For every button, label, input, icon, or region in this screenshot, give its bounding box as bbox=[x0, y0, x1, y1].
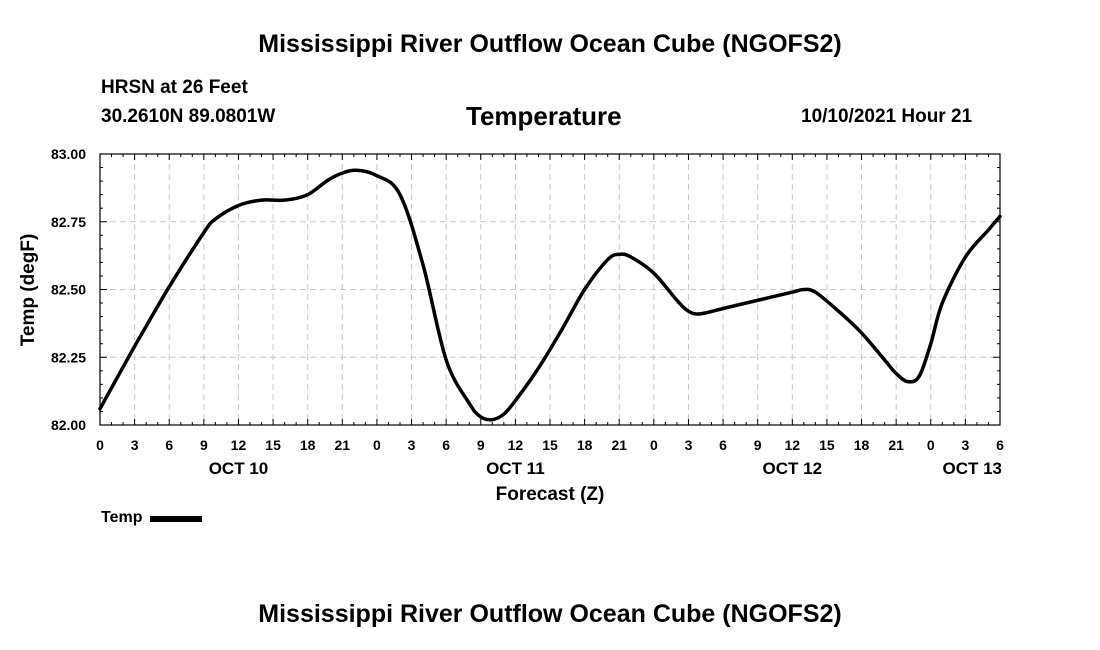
forecast-datetime: 10/10/2021 Hour 21 bbox=[801, 106, 973, 127]
x-tick-label: 9 bbox=[754, 437, 762, 453]
y-tick-label: 82.50 bbox=[51, 282, 86, 298]
x-tick-label: 0 bbox=[927, 437, 935, 453]
x-tick-label: 9 bbox=[477, 437, 485, 453]
x-tick-label: 21 bbox=[611, 437, 627, 453]
x-tick-label: 6 bbox=[165, 437, 173, 453]
x-tick-label: 12 bbox=[785, 437, 801, 453]
y-tick-label: 83.00 bbox=[51, 146, 86, 162]
y-tick-label: 82.00 bbox=[51, 417, 86, 433]
station-label: HRSN at 26 Feet bbox=[101, 77, 248, 98]
date-label: OCT 10 bbox=[209, 459, 269, 478]
x-tick-label: 0 bbox=[650, 437, 658, 453]
date-label: OCT 12 bbox=[763, 459, 823, 478]
x-tick-label: 3 bbox=[408, 437, 416, 453]
footer-title: Mississippi River Outflow Ocean Cube (NG… bbox=[258, 600, 842, 628]
x-tick-label: 3 bbox=[131, 437, 139, 453]
x-axis-title: Forecast (Z) bbox=[496, 484, 605, 505]
y-axis-title: Temp (degF) bbox=[18, 234, 39, 347]
x-tick-label: 6 bbox=[442, 437, 450, 453]
x-tick-label: 21 bbox=[335, 437, 351, 453]
series bbox=[98, 168, 1002, 422]
x-tick-label: 18 bbox=[300, 437, 316, 453]
date-label: OCT 13 bbox=[942, 459, 1002, 478]
x-tick-label: 9 bbox=[200, 437, 208, 453]
chart-title: Mississippi River Outflow Ocean Cube (NG… bbox=[258, 30, 842, 58]
legend: Temp bbox=[101, 509, 203, 527]
x-tick-label: 0 bbox=[96, 437, 104, 453]
grid bbox=[100, 154, 1000, 425]
tick-labels: 82.00 82.25 82.50 82.75 83.00 0 3 6 9 12 15 18 21 0 3 6… bbox=[51, 146, 1004, 478]
x-tick-label: 18 bbox=[577, 437, 593, 453]
date-label: OCT 11 bbox=[486, 459, 545, 478]
parameter-label: Temperature bbox=[466, 101, 622, 131]
x-tick-label: 6 bbox=[996, 437, 1004, 453]
x-tick-label: 21 bbox=[888, 437, 904, 453]
x-tick-label: 12 bbox=[508, 437, 524, 453]
x-tick-label: 3 bbox=[685, 437, 693, 453]
legend-swatch bbox=[150, 516, 203, 522]
axes bbox=[99, 153, 1001, 426]
x-tick-label: 12 bbox=[231, 437, 247, 453]
x-tick-label: 18 bbox=[854, 437, 870, 453]
x-tick-label: 15 bbox=[265, 437, 281, 453]
legend-label: Temp bbox=[101, 509, 143, 526]
x-tick-label: 3 bbox=[961, 437, 969, 453]
x-tick-label: 6 bbox=[719, 437, 727, 453]
series-line-temp bbox=[98, 168, 1002, 422]
y-tick-label: 82.75 bbox=[51, 214, 86, 230]
x-tick-label: 15 bbox=[542, 437, 558, 453]
y-tick-label: 82.25 bbox=[51, 349, 86, 365]
station-coordinates: 30.2610N 89.0801W bbox=[101, 106, 276, 127]
x-tick-label: 0 bbox=[373, 437, 381, 453]
x-tick-label: 15 bbox=[819, 437, 835, 453]
